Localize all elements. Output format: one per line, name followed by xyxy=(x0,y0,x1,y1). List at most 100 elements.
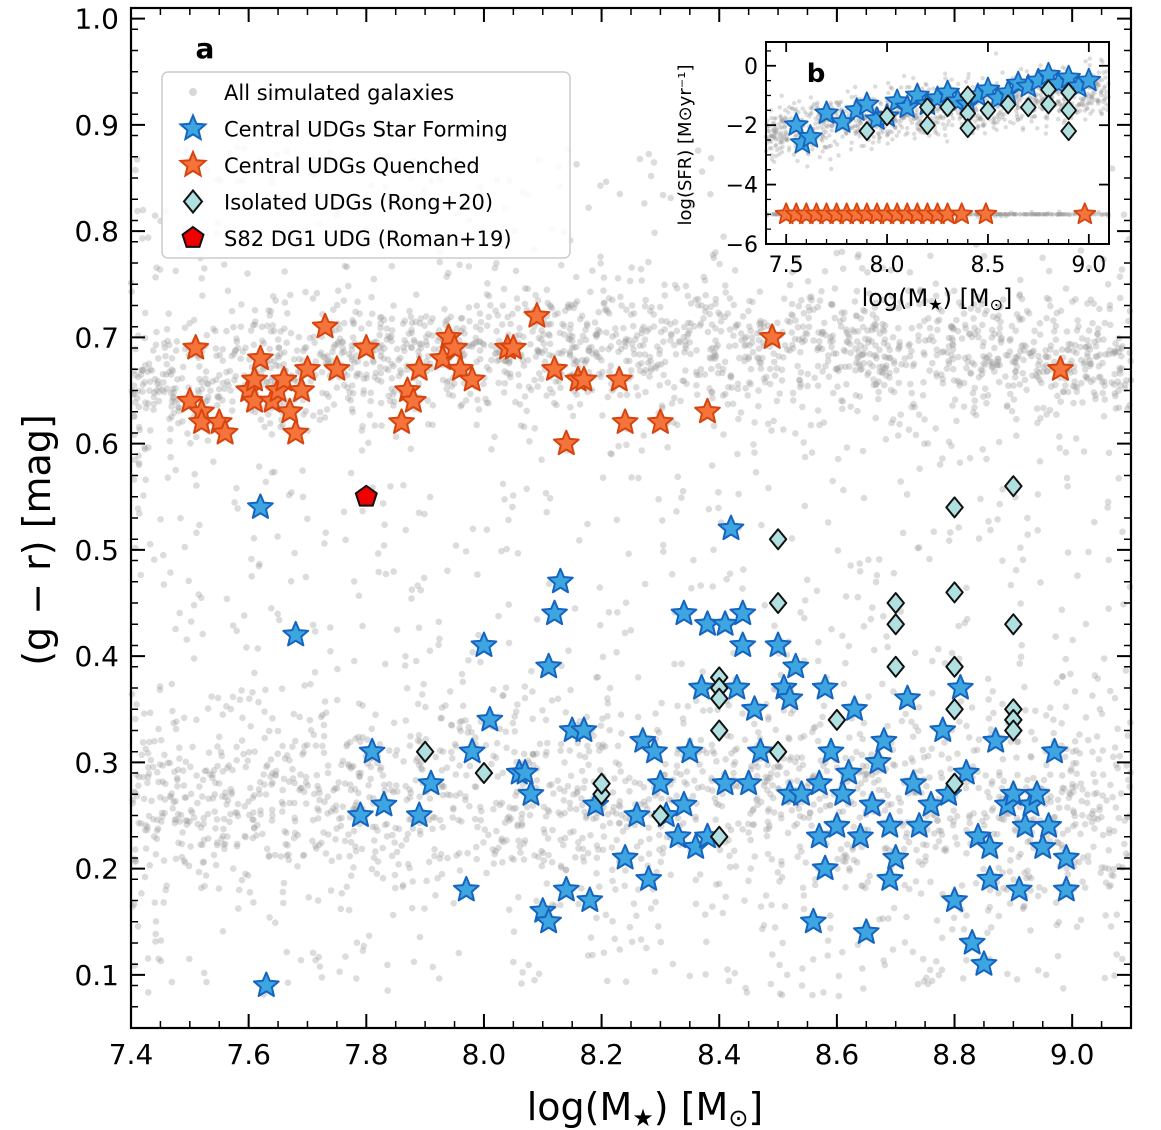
background-galaxy-point xyxy=(153,387,160,395)
background-galaxy-point xyxy=(1008,846,1015,853)
background-galaxy-point xyxy=(248,573,255,580)
background-galaxy-point xyxy=(1016,314,1023,322)
background-galaxy-point xyxy=(1027,927,1034,934)
background-galaxy-point xyxy=(605,310,613,317)
background-galaxy-point xyxy=(1024,531,1031,538)
background-galaxy-point xyxy=(382,660,389,668)
background-galaxy-point xyxy=(484,280,491,287)
background-galaxy-point xyxy=(699,668,706,675)
background-galaxy-point xyxy=(391,839,398,846)
background-galaxy-point xyxy=(885,915,892,922)
background-galaxy-point xyxy=(1104,281,1112,288)
background-galaxy-point xyxy=(730,761,738,768)
background-galaxy-point xyxy=(651,968,659,975)
background-galaxy-point xyxy=(1066,789,1073,796)
background-galaxy-point xyxy=(1039,254,1046,262)
background-galaxy-point xyxy=(856,362,864,370)
background-galaxy-point xyxy=(140,710,148,717)
background-galaxy-point xyxy=(814,362,822,370)
background-galaxy-point xyxy=(860,306,867,314)
background-galaxy-point xyxy=(1072,783,1079,790)
background-galaxy-point xyxy=(573,790,580,797)
background-galaxy-point xyxy=(314,805,321,812)
background-galaxy-point xyxy=(474,396,481,404)
background-galaxy-point xyxy=(1013,754,1020,761)
background-galaxy-point xyxy=(542,813,550,820)
background-galaxy-point xyxy=(600,833,608,840)
central-udgs-star-forming-point xyxy=(1052,844,1080,870)
background-galaxy-point xyxy=(1024,514,1031,522)
background-galaxy-point xyxy=(264,322,271,330)
background-galaxy-point xyxy=(1126,307,1134,315)
background-galaxy-point xyxy=(693,391,701,399)
background-galaxy-point xyxy=(503,357,510,364)
background-galaxy-point xyxy=(1043,353,1050,361)
background-galaxy-point xyxy=(945,755,952,762)
background-galaxy-point xyxy=(801,337,809,344)
inset-background-point xyxy=(767,146,772,151)
background-galaxy-point xyxy=(919,955,927,963)
legend-item: All simulated galaxies xyxy=(189,81,454,105)
background-galaxy-point xyxy=(481,826,489,833)
background-galaxy-point xyxy=(490,860,498,867)
background-galaxy-point xyxy=(459,678,467,686)
background-galaxy-point xyxy=(858,351,866,359)
background-galaxy-point xyxy=(1111,694,1119,702)
isolated-udgs-rong-20-point xyxy=(592,772,611,795)
inset-background-point xyxy=(770,127,776,132)
background-galaxy-point xyxy=(634,713,642,721)
background-galaxy-point xyxy=(810,306,817,313)
background-galaxy-point xyxy=(157,937,165,944)
background-galaxy-point xyxy=(1064,483,1071,490)
central-udgs-star-forming-point xyxy=(470,631,498,658)
background-galaxy-point xyxy=(990,830,997,838)
background-galaxy-point xyxy=(359,622,366,630)
background-galaxy-point xyxy=(958,302,966,310)
background-galaxy-point xyxy=(1047,346,1054,353)
background-galaxy-point xyxy=(1048,383,1055,390)
background-galaxy-point xyxy=(996,500,1003,508)
background-galaxy-point xyxy=(429,315,436,322)
background-galaxy-point xyxy=(565,335,572,343)
background-galaxy-point xyxy=(172,725,180,733)
background-galaxy-point xyxy=(709,747,717,755)
background-galaxy-point xyxy=(510,928,518,935)
background-galaxy-point xyxy=(784,317,791,325)
background-galaxy-point xyxy=(173,718,180,725)
background-galaxy-point xyxy=(367,775,374,783)
legend-pentagon-icon xyxy=(181,225,205,248)
background-galaxy-point xyxy=(534,383,541,390)
background-galaxy-point xyxy=(990,709,997,717)
background-galaxy-point xyxy=(805,314,812,322)
background-galaxy-point xyxy=(171,819,179,827)
background-galaxy-point xyxy=(473,302,481,310)
background-galaxy-point xyxy=(678,494,685,502)
background-galaxy-point xyxy=(135,452,142,460)
central-udgs-quenched-point xyxy=(758,323,786,349)
background-galaxy-point xyxy=(714,369,722,377)
background-galaxy-point xyxy=(413,757,420,764)
background-galaxy-point xyxy=(635,886,642,893)
background-galaxy-point xyxy=(449,755,456,762)
background-galaxy-point xyxy=(979,343,987,350)
background-galaxy-point xyxy=(995,378,1003,386)
background-galaxy-point xyxy=(832,350,840,357)
background-galaxy-point xyxy=(954,327,962,335)
background-galaxy-point xyxy=(275,616,283,624)
background-galaxy-point xyxy=(315,786,323,793)
background-galaxy-point xyxy=(448,748,455,756)
inset-background-point xyxy=(1078,101,1084,107)
background-galaxy-point xyxy=(319,389,326,397)
background-galaxy-point xyxy=(735,820,742,827)
background-galaxy-point xyxy=(712,300,719,308)
background-galaxy-point xyxy=(250,341,258,349)
background-galaxy-point xyxy=(309,621,317,629)
background-galaxy-point xyxy=(290,710,298,718)
background-galaxy-point xyxy=(995,438,1003,446)
inset-background-point xyxy=(1102,97,1108,102)
background-galaxy-point xyxy=(249,794,257,802)
background-galaxy-point xyxy=(856,393,864,400)
background-galaxy-point xyxy=(660,338,667,346)
background-galaxy-point xyxy=(835,992,843,1000)
background-galaxy-point xyxy=(156,761,164,768)
